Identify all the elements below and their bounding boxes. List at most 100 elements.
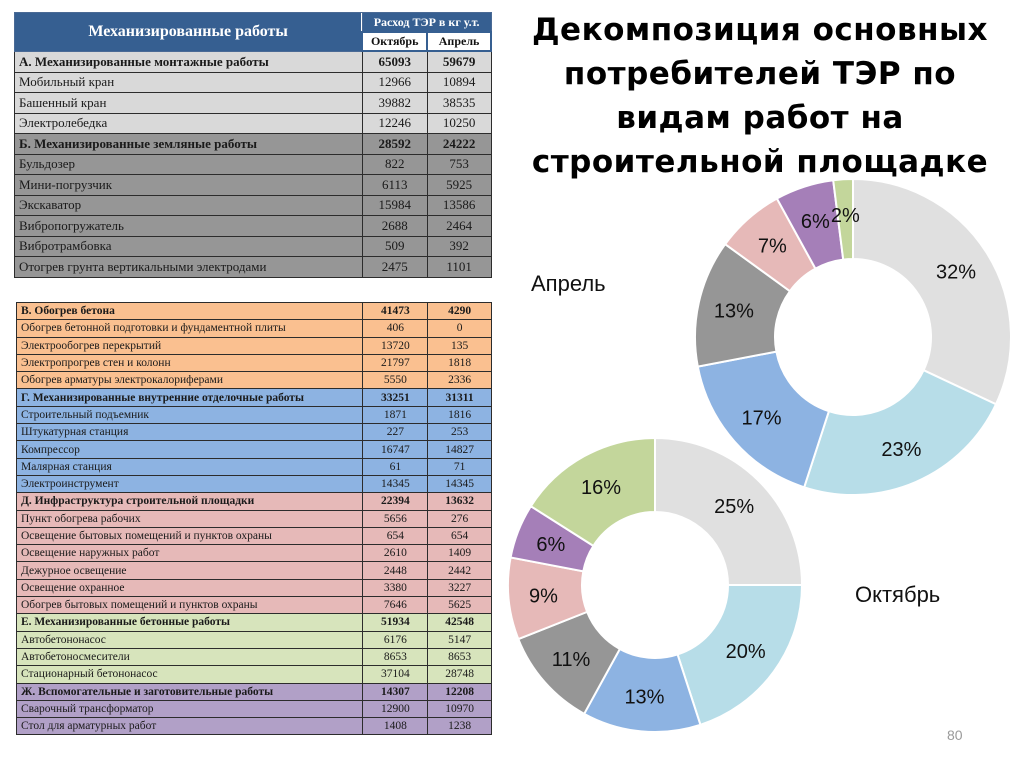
row-label: Компрессор [15,440,364,459]
table-row: Стационарный бетононасос 37104 28748 [15,665,492,684]
segment-percent-label: 2% [831,205,860,227]
october-value: 5656 [362,509,429,528]
october-value: 822 [361,153,428,175]
segment-percent-label: 20% [726,641,766,663]
april-value: 1409 [427,544,492,563]
segment-percent-label: 17% [741,408,781,430]
row-label: Вибропогружатель [14,215,363,237]
table-row: Отогрев грунта вертикальными электродами… [14,256,492,278]
table-row: Экскаватор 15984 13586 [14,194,492,216]
october-value: 6113 [361,174,428,196]
row-label: Сварочный трансформатор [15,699,364,719]
donut-segment [832,177,854,261]
segment-percent-label: 6% [801,211,830,233]
table-row: Освещение охранное 3380 3227 [15,578,492,598]
april-value: 4290 [427,301,492,321]
october-value: 2688 [361,215,428,237]
donut-segment [802,368,998,496]
october-value: 15984 [361,194,428,216]
title-line: видам работ на [616,100,904,136]
row-label: Г. Механизированные внутренние отделочны… [15,388,364,407]
row-label: Мини-погрузчик [14,174,363,196]
april-value: 71 [427,457,492,476]
row-label: Автобетононасос [15,630,364,649]
april-value: 5925 [426,174,492,196]
october-value: 22394 [362,492,429,511]
donut-segment [696,350,831,489]
april-value: 5147 [427,630,492,649]
row-label: Вибротрамбовка [14,235,363,257]
april-value: 753 [426,153,492,175]
table-row: Автобетоносмесители 8653 8653 [15,647,492,667]
october-value: 1871 [362,405,429,425]
april-value: 38535 [426,92,492,114]
row-label: Электропрогрев стен и колонн [15,353,364,373]
october-chart-label: Октябрь [855,582,941,607]
table-row: Обогрев бытовых помещений и пунктов охра… [15,596,492,615]
title-line: потребителей ТЭР по [563,56,957,92]
table-row: Пункт обогрева рабочих 5656 276 [15,509,492,528]
row-label: В. Обогрев бетона [15,301,364,321]
april-value: 1101 [426,256,492,278]
column-header-works: Механизированные работы [14,12,363,52]
row-label: Электрообогрев перекрытий [15,336,364,355]
row-label: Стол для арматурных работ [15,717,364,736]
row-label: Автобетоносмесители [15,647,364,667]
april-value: 14827 [427,440,492,459]
october-value: 41473 [362,301,429,321]
october-value: 14345 [362,474,429,494]
october-value: 2475 [361,256,428,278]
row-label: Обогрев бытовых помещений и пунктов охра… [15,596,364,615]
april-donut-chart: 32% 23% 17% 13% 7% 6% 2% [694,177,1012,496]
october-value: 65093 [361,50,428,73]
donut-segment [529,436,656,548]
segment-percent-label: 11% [552,649,591,671]
row-label: Малярная станция [15,457,364,476]
april-value: 135 [427,336,492,355]
october-value: 6176 [362,630,429,649]
april-value: 253 [427,423,492,442]
october-value: 3380 [362,578,429,598]
row-label: Башенный кран [14,92,363,114]
october-value: 1408 [362,717,429,736]
table-row: Электролебедка 12246 10250 [14,112,492,134]
segment-percent-label: 32% [936,262,976,284]
row-label: Д. Инфраструктура строительной площадки [15,492,364,511]
october-donut-chart: 25% 20% 13% 11% 9% 6% 16% [507,436,804,733]
april-value: 28748 [427,665,492,684]
row-label: Дежурное освещение [15,561,364,580]
row-label: Электроинструмент [15,474,364,494]
table-row: Строительный подъемник 1871 1816 [15,405,492,425]
october-value: 61 [362,457,429,476]
table-row: Обогрев бетонной подготовки и фундаментн… [15,319,492,338]
row-label: А. Механизированные монтажные работы [14,50,363,73]
april-value: 14345 [427,474,492,494]
april-value: 10250 [426,112,492,134]
october-value: 39882 [361,92,428,114]
table-row: Освещение наружных работ 2610 1409 [15,544,492,563]
row-label: Е. Механизированные бетонные работы [15,613,364,632]
april-value: 0 [427,319,492,338]
april-value: 10970 [427,699,492,719]
table-row: Вибропогружатель 2688 2464 [14,215,492,237]
segment-percent-label: 23% [881,439,921,461]
april-value: 654 [427,526,492,546]
table-row: Стол для арматурных работ 1408 1238 [15,717,492,736]
october-value: 509 [361,235,428,257]
donut-segment [654,436,804,586]
table-group-row: Б. Механизированные земляные работы 28592… [14,133,492,155]
row-label: Обогрев бетонной подготовки и фундаментн… [15,319,364,338]
april-value: 24222 [426,133,492,155]
consumption-table-part1: Механизированные работы Расход ТЭР в кг … [14,12,492,278]
table-row: Малярная станция 61 71 [15,457,492,476]
row-label: Б. Механизированные земляные работы [14,133,363,155]
table-row: Бульдозер 822 753 [14,153,492,175]
table-group-row: В. Обогрев бетона 41473 4290 [15,301,492,321]
segment-percent-label: 13% [714,300,754,322]
october-value: 14307 [362,682,429,701]
table-row: Дежурное освещение 2448 2442 [15,561,492,580]
row-label: Стационарный бетононасос [15,665,364,684]
row-label: Ж. Вспомогательные и заготовительные раб… [15,682,364,701]
table-group-row: Ж. Вспомогательные и заготовительные раб… [15,682,492,701]
october-value: 227 [362,423,429,442]
